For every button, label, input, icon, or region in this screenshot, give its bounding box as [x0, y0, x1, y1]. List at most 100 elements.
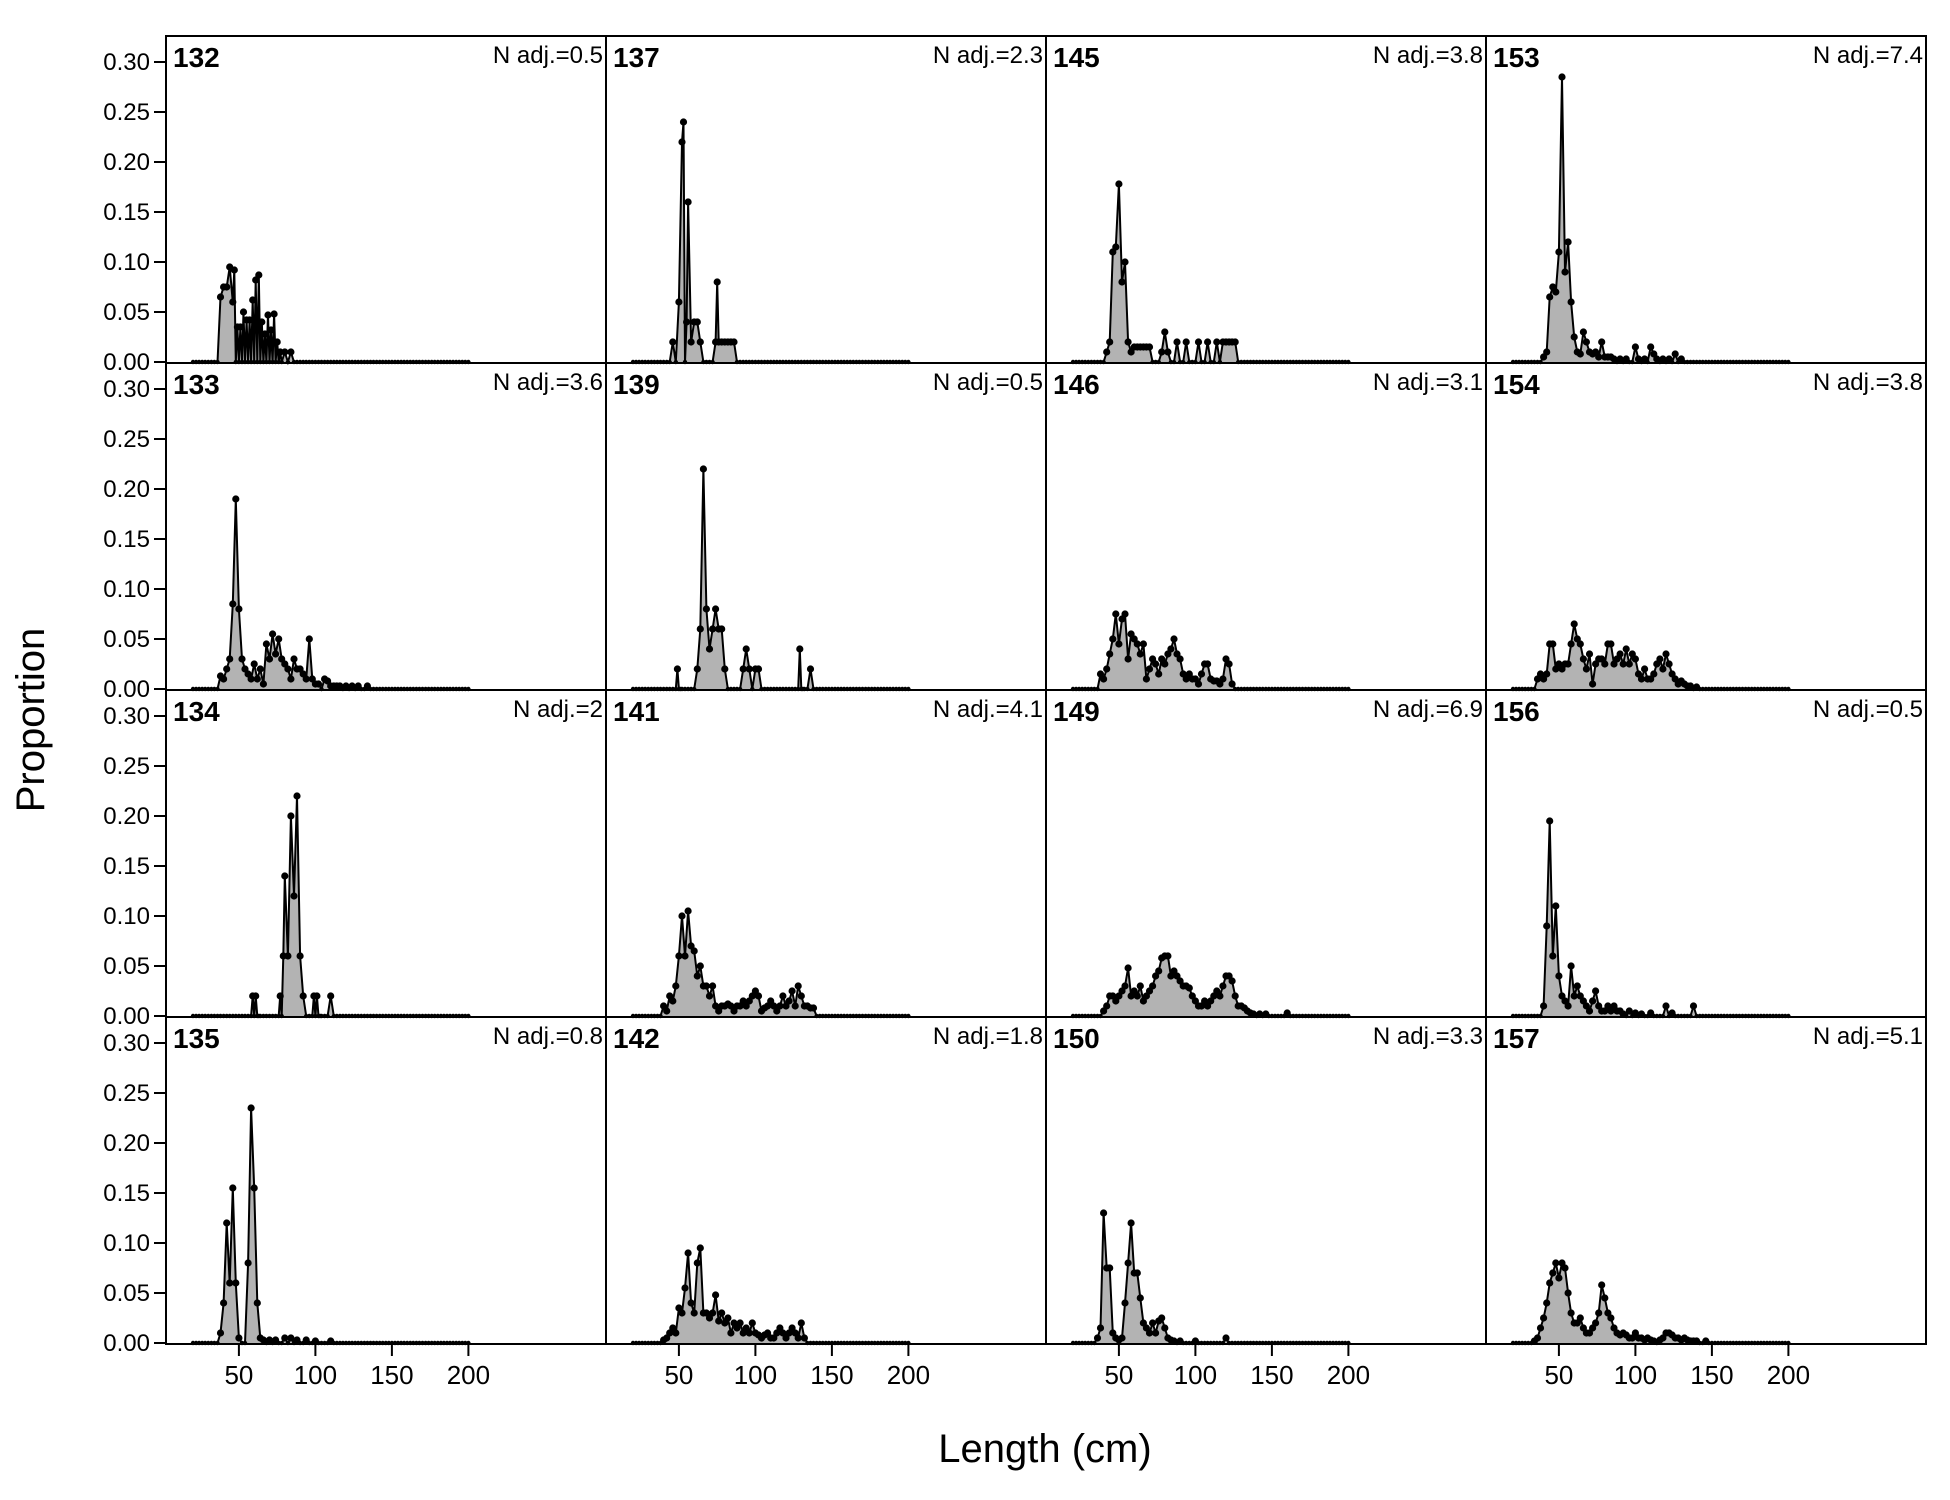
data-point — [1549, 640, 1557, 648]
data-point — [727, 1329, 735, 1337]
data-point — [702, 982, 710, 990]
y-tick-label: 0.30 — [103, 376, 150, 403]
panel-153: 153 N adj.=7.4 — [1485, 35, 1927, 365]
data-point — [269, 630, 277, 638]
data-point — [1607, 640, 1615, 648]
data-point — [1152, 660, 1160, 668]
data-point — [675, 952, 683, 960]
data-point — [679, 118, 688, 126]
data-point — [1145, 1329, 1154, 1337]
area-fill — [1513, 624, 1789, 689]
data-point — [1106, 650, 1114, 658]
data-point — [1124, 1259, 1132, 1267]
y-tick-label: 0.10 — [103, 576, 150, 603]
data-point — [272, 650, 280, 658]
x-tick-label: 100 — [1174, 1360, 1217, 1390]
data-point — [1549, 1269, 1557, 1277]
area-fill — [633, 122, 909, 362]
area-fill — [1073, 1213, 1349, 1343]
data-point — [284, 665, 292, 673]
n-adj-label: N adj.=6.9 — [1373, 696, 1483, 723]
data-point — [684, 907, 692, 915]
data-point — [293, 792, 301, 800]
data-point — [1164, 348, 1172, 356]
data-point — [696, 1244, 704, 1252]
area-fill — [1513, 1263, 1789, 1343]
data-point — [1662, 650, 1670, 658]
data-point — [721, 665, 729, 673]
data-point — [250, 1184, 258, 1192]
data-point — [223, 1219, 231, 1227]
data-point — [284, 952, 292, 960]
data-point — [1161, 328, 1169, 336]
data-point — [1100, 1209, 1108, 1217]
data-point — [1149, 1319, 1157, 1327]
panel-id-label: 135 — [173, 1023, 220, 1054]
panel-frame — [605, 689, 1047, 1018]
data-point — [1228, 977, 1236, 985]
data-point — [696, 962, 704, 970]
x-tick-label: 200 — [1327, 1360, 1370, 1390]
data-point — [699, 465, 707, 473]
y-tick-label: 0.00 — [103, 676, 150, 703]
data-point — [1167, 645, 1175, 653]
data-point — [1204, 660, 1212, 668]
data-point — [1558, 73, 1566, 81]
data-point — [785, 997, 793, 1005]
data-point — [1152, 1329, 1160, 1337]
data-point — [1096, 1324, 1105, 1332]
data-point — [1136, 650, 1144, 658]
data-point — [1103, 348, 1111, 356]
data-point — [1567, 962, 1575, 970]
panel-146: 146 N adj.=3.1 — [1045, 362, 1487, 692]
data-point — [1567, 1309, 1575, 1317]
series-line — [633, 468, 909, 690]
data-point — [223, 283, 231, 291]
data-point — [220, 1299, 228, 1307]
data-point — [702, 605, 710, 613]
panel-frame — [1045, 1016, 1487, 1345]
data-point — [1136, 982, 1144, 990]
data-point — [1121, 982, 1129, 990]
data-point — [1543, 670, 1551, 678]
data-point — [1106, 338, 1114, 346]
panel-id-label: 139 — [613, 369, 660, 400]
data-point — [244, 1259, 252, 1267]
data-point — [809, 1004, 818, 1012]
data-point — [788, 987, 796, 995]
data-point — [1659, 665, 1667, 673]
data-point — [1543, 348, 1551, 356]
area-fill — [633, 911, 909, 1016]
data-point — [705, 645, 714, 653]
data-point — [712, 605, 720, 613]
data-point — [1121, 1299, 1129, 1307]
data-point — [1106, 1264, 1114, 1272]
data-point — [255, 271, 263, 279]
x-axis-label: Length (cm) — [938, 1427, 1151, 1471]
n-adj-label: N adj.=3.8 — [1373, 42, 1483, 69]
panel-id-label: 134 — [173, 696, 220, 727]
panel-142: 142 N adj.=1.8 — [605, 1016, 1047, 1346]
data-point — [693, 665, 701, 673]
panel-frame — [1045, 689, 1487, 1018]
data-point — [1607, 1314, 1615, 1322]
panel-149: 149 N adj.=6.9 — [1045, 689, 1487, 1019]
data-point — [690, 1309, 698, 1317]
data-point — [1625, 660, 1633, 668]
data-point — [232, 495, 240, 503]
data-point — [1158, 348, 1166, 356]
data-point — [779, 992, 787, 1000]
data-point — [1161, 1324, 1169, 1332]
data-point — [256, 665, 264, 673]
y-tick-label: 0.00 — [103, 1330, 150, 1357]
panel-frame — [605, 35, 1047, 364]
data-point — [1182, 338, 1190, 346]
data-point — [754, 665, 763, 673]
data-point — [253, 675, 261, 683]
data-point — [776, 1002, 784, 1010]
data-point — [1158, 1314, 1166, 1322]
x-tick-label: 150 — [810, 1360, 853, 1390]
panel-id-label: 153 — [1493, 42, 1540, 73]
y-tick-label: 0.15 — [103, 199, 150, 226]
